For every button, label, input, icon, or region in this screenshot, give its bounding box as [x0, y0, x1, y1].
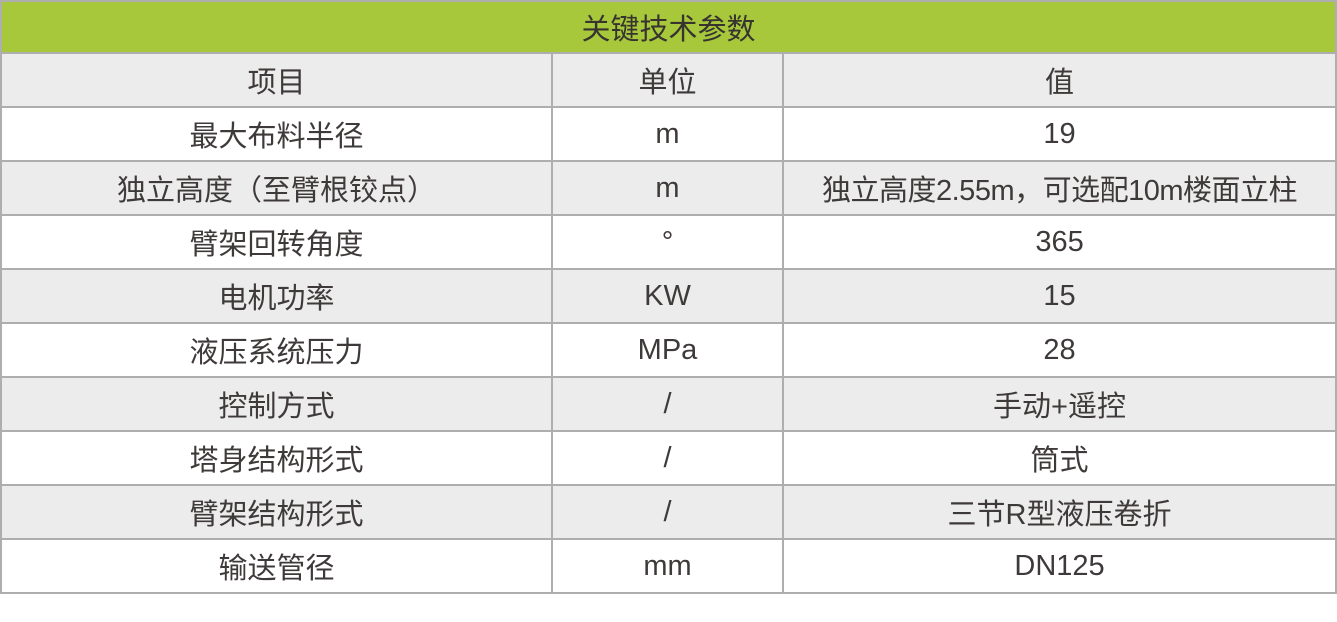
column-header-unit: 单位 — [551, 52, 784, 108]
cell-value: 19 — [781, 106, 1337, 162]
cell-unit: / — [551, 430, 784, 486]
table-row: 独立高度（至臂根铰点） m 独立高度2.55m，可选配10m楼面立柱 — [0, 160, 1337, 216]
cell-item: 臂架结构形式 — [0, 484, 553, 540]
cell-item: 最大布料半径 — [0, 106, 553, 162]
cell-unit: m — [551, 160, 784, 216]
cell-item: 电机功率 — [0, 268, 553, 324]
table-row: 输送管径 mm DN125 — [0, 538, 1337, 594]
cell-item: 液压系统压力 — [0, 322, 553, 378]
cell-value: 365 — [781, 214, 1337, 270]
cell-unit: mm — [551, 538, 784, 594]
table-title-row: 关键技术参数 — [0, 0, 1337, 54]
table-title: 关键技术参数 — [0, 0, 1337, 54]
cell-unit: MPa — [551, 322, 784, 378]
column-header-item: 项目 — [0, 52, 553, 108]
cell-value: DN125 — [781, 538, 1337, 594]
table-body: 最大布料半径 m 19 独立高度（至臂根铰点） m 独立高度2.55m，可选配1… — [0, 106, 1337, 594]
cell-unit: m — [551, 106, 784, 162]
cell-item: 独立高度（至臂根铰点） — [0, 160, 553, 216]
table-row: 最大布料半径 m 19 — [0, 106, 1337, 162]
table-column-header-row: 项目 单位 值 — [0, 52, 1337, 108]
table-row: 电机功率 KW 15 — [0, 268, 1337, 324]
column-header-value: 值 — [781, 52, 1337, 108]
table-row: 臂架回转角度 ° 365 — [0, 214, 1337, 270]
cell-item: 控制方式 — [0, 376, 553, 432]
table-header-group: 关键技术参数 项目 单位 值 — [0, 0, 1337, 108]
cell-value: 独立高度2.55m，可选配10m楼面立柱 — [781, 160, 1337, 216]
cell-value: 三节R型液压卷折 — [781, 484, 1337, 540]
table-row: 塔身结构形式 / 筒式 — [0, 430, 1337, 486]
table-row: 液压系统压力 MPa 28 — [0, 322, 1337, 378]
table-row: 臂架结构形式 / 三节R型液压卷折 — [0, 484, 1337, 540]
cell-item: 臂架回转角度 — [0, 214, 553, 270]
cell-value: 手动+遥控 — [781, 376, 1337, 432]
cell-item: 输送管径 — [0, 538, 553, 594]
cell-value: 筒式 — [781, 430, 1337, 486]
table-row: 控制方式 / 手动+遥控 — [0, 376, 1337, 432]
cell-unit: KW — [551, 268, 784, 324]
cell-unit: / — [551, 484, 784, 540]
cell-value: 28 — [781, 322, 1337, 378]
cell-value: 15 — [781, 268, 1337, 324]
cell-unit: ° — [551, 214, 784, 270]
cell-item: 塔身结构形式 — [0, 430, 553, 486]
key-parameters-table: 关键技术参数 项目 单位 值 最大布料半径 m 19 独立高度（至臂根铰点） m… — [0, 0, 1337, 594]
cell-unit: / — [551, 376, 784, 432]
